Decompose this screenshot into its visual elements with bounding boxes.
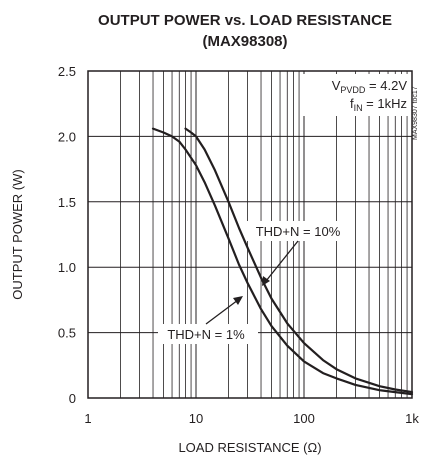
tick-labels: 0 0.5 1.0 1.5 2.0 2.5 1 10 100 1k bbox=[58, 64, 419, 426]
annotation-thd-10-arrowhead bbox=[262, 276, 270, 286]
y-tick-label: 1.0 bbox=[58, 260, 76, 275]
annotation-thd-10-arrow bbox=[265, 240, 299, 282]
y-tick-label: 2.0 bbox=[58, 129, 76, 144]
series-line-thd-10pct bbox=[184, 127, 414, 394]
x-tick-label: 100 bbox=[293, 411, 315, 426]
x-axis-label: LOAD RESISTANCE (Ω) bbox=[178, 440, 321, 455]
y-tick-label: 1.5 bbox=[58, 195, 76, 210]
series-layer bbox=[151, 127, 414, 396]
series-line-thd-1pct bbox=[151, 127, 414, 396]
y-axis-label: OUTPUT POWER (W) bbox=[10, 169, 25, 299]
annotation-thd-1-arrow bbox=[205, 299, 239, 325]
annotation-thd-10: THD+N = 10% bbox=[246, 221, 350, 286]
condition-fin: fIN = 1kHz bbox=[350, 96, 407, 113]
y-tick-label: 2.5 bbox=[58, 64, 76, 79]
y-tick-label: 0 bbox=[69, 391, 76, 406]
conditions-box: VPVDD = 4.2V fIN = 1kHz bbox=[300, 74, 408, 116]
x-tick-label: 1k bbox=[405, 411, 419, 426]
annotation-thd-10-label: THD+N = 10% bbox=[256, 224, 341, 239]
x-tick-label: 1 bbox=[84, 411, 91, 426]
x-tick-label: 10 bbox=[189, 411, 203, 426]
plot-area-frame bbox=[87, 70, 413, 399]
y-tick-label: 0.5 bbox=[58, 326, 76, 341]
annotation-thd-1-label: THD+N = 1% bbox=[167, 327, 245, 342]
annotation-thd-1-arrowhead bbox=[233, 296, 243, 305]
figure-reference: MAX98307 toc17 bbox=[412, 86, 419, 140]
chart-title: OUTPUT POWER vs. LOAD RESISTANCE bbox=[98, 12, 392, 29]
condition-vpvdd: VPVDD = 4.2V bbox=[332, 78, 408, 95]
chart-subtitle: (MAX98308) bbox=[202, 33, 287, 50]
annotation-thd-1: THD+N = 1% bbox=[158, 296, 258, 344]
